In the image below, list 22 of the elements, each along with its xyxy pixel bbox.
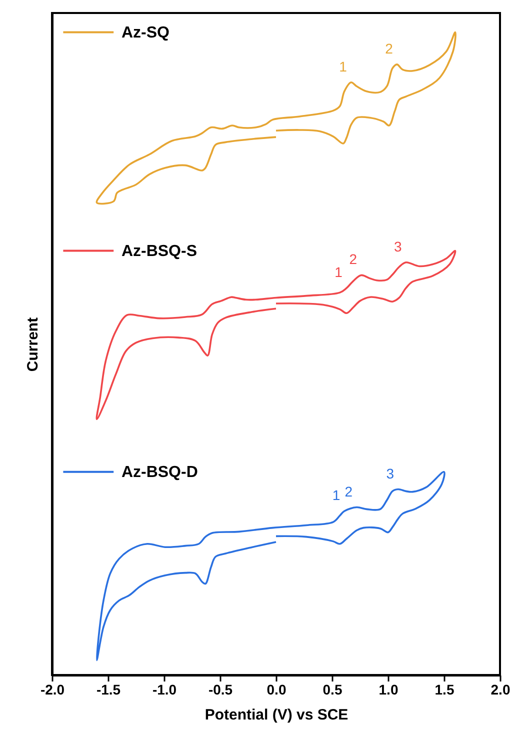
annotation: 2 [344,483,353,500]
x-axis-title: Potential (V) vs SCE [204,706,348,724]
x-tick-label: -0.5 [208,682,233,698]
annotation: 1 [332,487,340,504]
annotation: 3 [386,465,394,482]
x-tick-label: -1.0 [152,682,177,698]
x-tick-label: -1.5 [96,682,121,698]
annotation: 2 [349,251,358,268]
x-tick-label: 2.0 [490,682,510,698]
annotation: 3 [394,238,402,254]
legend-label: Az-SQ [121,24,170,42]
x-tick-label: 0.0 [266,682,286,698]
x-tick-label: 1.5 [434,682,454,698]
annotation: 1 [334,264,343,280]
annotation: 1 [339,58,348,74]
legend-label: Az-BSQ-D [121,464,198,481]
x-tick-label: 1.0 [378,682,398,698]
x-tick-label: -2.0 [40,682,65,698]
x-tick-label: 0.5 [322,682,342,698]
y-axis-title: Current [24,317,42,372]
legend-label: Az-BSQ-S [121,242,198,260]
annotation: 2 [385,40,394,56]
